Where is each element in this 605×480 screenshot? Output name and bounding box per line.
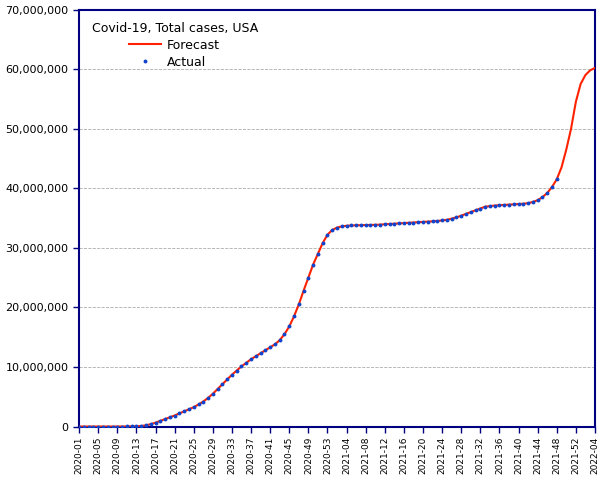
Forecast bbox=[353, 222, 360, 228]
Actual bbox=[434, 218, 441, 224]
Forecast bbox=[247, 356, 255, 362]
Actual bbox=[195, 402, 202, 408]
Forecast bbox=[414, 219, 422, 225]
Line: Forecast: Forecast bbox=[79, 68, 595, 427]
Actual bbox=[410, 220, 417, 226]
Legend: Forecast, Actual: Forecast, Actual bbox=[85, 16, 264, 75]
Forecast bbox=[591, 65, 598, 71]
Actual bbox=[553, 177, 560, 182]
Actual bbox=[109, 424, 116, 430]
Forecast bbox=[219, 381, 226, 387]
Actual bbox=[362, 222, 369, 228]
Forecast bbox=[76, 424, 83, 430]
Forecast bbox=[358, 222, 365, 228]
Actual bbox=[76, 424, 83, 430]
Actual bbox=[295, 301, 302, 307]
Line: Actual: Actual bbox=[77, 178, 558, 429]
Forecast bbox=[114, 424, 121, 430]
